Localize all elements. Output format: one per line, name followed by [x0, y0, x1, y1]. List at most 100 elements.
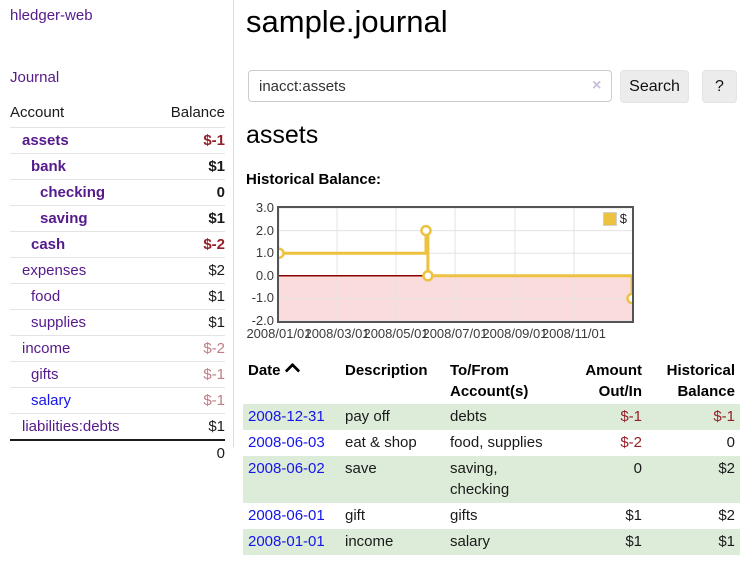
account-link-gifts[interactable]: gifts — [31, 366, 59, 383]
clear-search-icon[interactable]: × — [592, 77, 602, 94]
account-balance: 0 — [153, 179, 225, 206]
transaction-balance: 0 — [726, 434, 735, 451]
transaction-accounts: salary — [450, 533, 491, 550]
account-row-assets: assets $-1 — [10, 127, 225, 154]
account-link-supplies[interactable]: supplies — [31, 314, 87, 331]
account-link-liabilities-debts[interactable]: liabilities:debts — [22, 418, 120, 435]
transaction-date-link[interactable]: 2008-01-01 — [248, 533, 325, 550]
transaction-amount: 0 — [633, 460, 642, 477]
transaction-date-link[interactable]: 2008-06-03 — [248, 434, 325, 451]
x-axis-tick-label: 2008/01/01 — [246, 326, 312, 341]
y-axis-tick-label: 0.0 — [255, 267, 274, 283]
account-row-gifts: gifts $-1 — [10, 361, 225, 388]
transaction-balance: $2 — [718, 460, 735, 477]
account-link-food[interactable]: food — [31, 288, 61, 305]
account-row-checking: checking 0 — [10, 179, 225, 206]
account-balance: $1 — [153, 153, 225, 180]
account-row-saving: saving $1 — [10, 205, 225, 232]
description-column-header: Description — [345, 362, 428, 379]
account-link-checking[interactable]: checking — [40, 184, 106, 201]
transaction-description: eat & shop — [345, 434, 417, 451]
transaction-amount: $1 — [625, 533, 642, 550]
amount-column-header: Amount Out/In — [585, 362, 642, 400]
accounts-balance-table: Account Balance assets $-1 bank $1 check… — [10, 100, 225, 466]
account-column-header: Account — [10, 104, 65, 121]
account-balance: $-2 — [153, 335, 225, 362]
help-button[interactable]: ? — [702, 70, 737, 103]
date-column-header[interactable]: Date — [243, 358, 340, 404]
transaction-balance: $2 — [718, 507, 735, 524]
x-axis-tick-label: 2008/05/01 — [363, 326, 429, 341]
register-table: Date Description To/From Account(s) Amou… — [243, 358, 740, 555]
transaction-date-link[interactable]: 2008-06-01 — [248, 507, 325, 524]
transaction-amount: $-2 — [620, 434, 642, 451]
transaction-row: 2008-01-01 income salary $1 $1 — [243, 529, 740, 555]
balance-column-header: Historical Balance — [666, 362, 735, 400]
transaction-amount: $1 — [625, 507, 642, 524]
account-row-income: income $-2 — [10, 335, 225, 362]
transaction-description: gift — [345, 507, 366, 524]
transaction-date-link[interactable]: 2008-12-31 — [248, 408, 325, 425]
account-row-cash: cash $-2 — [10, 231, 225, 258]
nav-journal-link[interactable]: Journal — [10, 69, 60, 86]
y-axis-tick-label: -1.0 — [251, 290, 274, 306]
transaction-row: 2008-12-31 pay off debts $-1 $-1 — [243, 404, 740, 430]
transaction-balance: $1 — [718, 533, 735, 550]
y-axis-tick-label: 1.0 — [255, 245, 274, 261]
account-row-supplies: supplies $1 — [10, 309, 225, 336]
account-balance: $1 — [153, 283, 225, 310]
legend-swatch-icon — [602, 211, 617, 226]
transaction-row: 2008-06-02 save saving, checking 0 $2 — [243, 456, 740, 503]
sidebar: hledger-web Journal Account Balance asse… — [0, 0, 234, 466]
x-axis-tick-label: 2008/07/01 — [422, 326, 488, 341]
account-link-cash[interactable]: cash — [31, 236, 66, 253]
transaction-description: income — [345, 533, 394, 550]
transaction-balance: $-1 — [713, 408, 735, 425]
transaction-accounts: debts — [450, 408, 487, 425]
account-heading: assets — [246, 121, 319, 149]
search-input[interactable] — [248, 70, 612, 102]
transaction-row: 2008-06-03 eat & shop food, supplies $-2… — [243, 430, 740, 456]
account-row-salary: salary $-1 — [10, 387, 225, 414]
transaction-date-link[interactable]: 2008-06-02 — [248, 460, 325, 477]
search-button[interactable]: Search — [620, 70, 689, 103]
account-link-salary[interactable]: salary — [31, 392, 72, 409]
account-link-income[interactable]: income — [22, 340, 71, 357]
chart-legend: $ — [600, 210, 629, 227]
transaction-description: save — [345, 460, 377, 477]
balance-column-header: Balance — [170, 104, 225, 121]
x-axis-tick-label: 2008/09/01 — [482, 326, 548, 341]
account-row-bank: bank $1 — [10, 153, 225, 180]
transaction-row: 2008-06-01 gift gifts $1 $2 — [243, 503, 740, 529]
account-link-assets[interactable]: assets — [22, 132, 69, 149]
account-balance: $2 — [153, 257, 225, 284]
x-axis-tick-label: 2008/03/01 — [304, 326, 370, 341]
transaction-accounts: gifts — [450, 507, 478, 524]
account-link-expenses[interactable]: expenses — [22, 262, 87, 279]
account-link-saving[interactable]: saving — [40, 210, 88, 227]
account-link-bank[interactable]: bank — [31, 158, 67, 175]
chart-plot-area — [279, 208, 632, 321]
chart-title: Historical Balance: — [246, 171, 382, 188]
transaction-accounts: food, supplies — [450, 434, 543, 451]
account-balance: $-1 — [153, 361, 225, 388]
accounts-total-row: 0 — [10, 439, 225, 466]
transaction-accounts: saving, checking — [450, 460, 510, 498]
transaction-description: pay off — [345, 408, 390, 425]
app-brand-link[interactable]: hledger-web — [10, 7, 93, 24]
chevron-up-icon — [284, 362, 300, 379]
account-balance: $-1 — [153, 127, 225, 154]
account-balance: $1 — [153, 309, 225, 336]
y-axis-tick-label: 3.0 — [255, 200, 274, 215]
legend-label: $ — [619, 211, 627, 226]
y-axis-tick-label: -2.0 — [251, 313, 274, 328]
account-balance: $1 — [153, 413, 225, 440]
accounts-total-value: 0 — [153, 439, 225, 466]
page-title: sample.journal — [246, 4, 448, 39]
register-header-row: Date Description To/From Account(s) Amou… — [243, 358, 740, 404]
accounts-column-header: To/From Account(s) — [450, 362, 529, 400]
y-axis-tick-label: 2.0 — [255, 222, 274, 238]
account-balance: $-2 — [153, 231, 225, 258]
account-row-food: food $1 — [10, 283, 225, 310]
